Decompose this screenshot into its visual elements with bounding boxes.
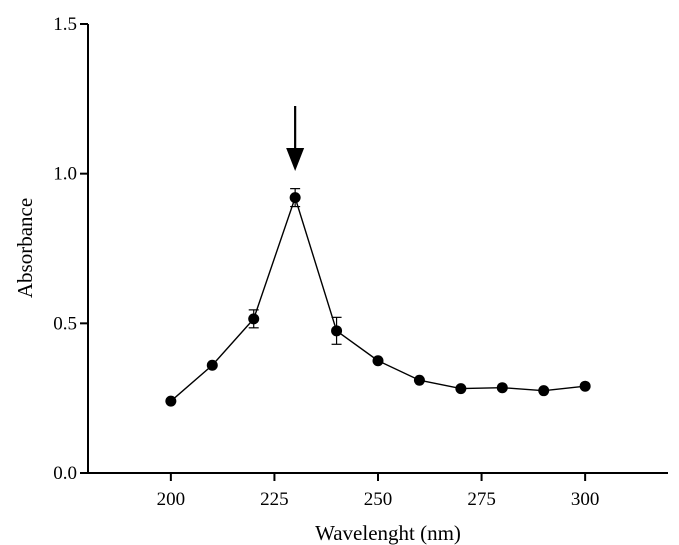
data-point xyxy=(206,359,218,371)
x-tick-label: 300 xyxy=(571,489,600,510)
peak-arrow xyxy=(286,106,305,171)
data-point xyxy=(372,355,384,367)
plot-area xyxy=(165,106,591,407)
data-point xyxy=(496,382,508,394)
data-point xyxy=(413,374,425,386)
arrow-head xyxy=(286,148,305,171)
data-point xyxy=(331,325,343,337)
y-tick-label: 0.0 xyxy=(53,463,77,484)
data-point xyxy=(165,395,177,407)
data-point xyxy=(538,385,550,397)
y-tick-label: 0.5 xyxy=(53,313,77,334)
y-tick-label: 1.0 xyxy=(53,164,77,185)
x-tick-label: 225 xyxy=(260,489,289,510)
data-point xyxy=(579,380,591,392)
series-line xyxy=(170,195,586,402)
axes: 0.0 0.5 1.0 1.5 200 225 250 275 300 xyxy=(53,14,668,510)
x-tick-label: 250 xyxy=(364,489,393,510)
data-point xyxy=(455,383,467,395)
data-point xyxy=(289,192,301,204)
y-tick-label: 1.5 xyxy=(53,14,77,35)
x-tick-label: 275 xyxy=(467,489,496,510)
data-point xyxy=(248,313,260,325)
x-tick-label: 200 xyxy=(157,489,186,510)
y-axis-title: Absorbance xyxy=(13,198,37,298)
x-axis-title: Wavelenght (nm) xyxy=(315,521,461,545)
